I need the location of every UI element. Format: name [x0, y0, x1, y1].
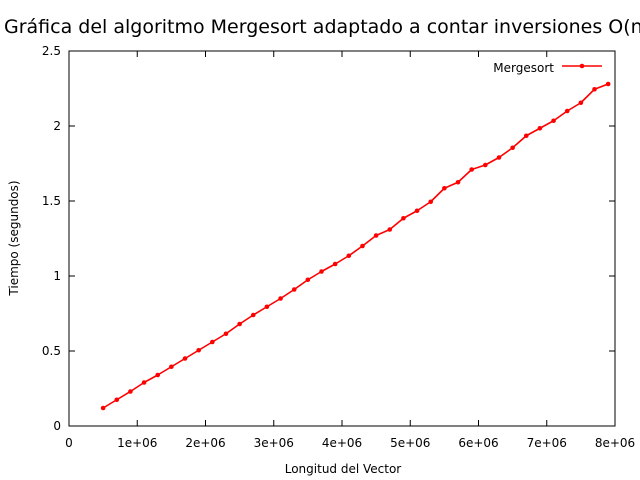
- x-tick-label: 2e+06: [185, 436, 225, 450]
- y-tick-label: 0: [53, 419, 61, 433]
- data-point: [401, 215, 406, 221]
- data-point: [196, 347, 201, 353]
- legend-label-mergesort: Mergesort: [493, 61, 554, 75]
- x-tick-label: 1e+06: [117, 436, 157, 450]
- data-point: [496, 155, 502, 160]
- series-layer: [100, 81, 611, 411]
- data-point: [537, 125, 543, 131]
- data-point: [360, 243, 365, 249]
- data-point: [332, 261, 338, 267]
- data-point: [319, 269, 324, 274]
- x-tick-label: 0: [65, 436, 73, 450]
- data-point: [564, 108, 570, 114]
- data-point: [578, 100, 584, 106]
- data-point: [510, 145, 515, 151]
- data-point: [414, 208, 420, 214]
- x-tick-label: 7e+06: [527, 436, 567, 450]
- data-point: [128, 389, 133, 394]
- data-point: [455, 179, 461, 185]
- x-tick-label: 5e+06: [390, 436, 430, 450]
- data-point: [141, 380, 147, 385]
- y-tick-label: 0.5: [42, 344, 61, 358]
- data-point: [373, 233, 379, 238]
- data-point: [291, 287, 297, 292]
- x-tick-label: 8e+06: [595, 436, 635, 450]
- legend: Mergesort: [493, 61, 602, 75]
- y-tick-label: 1.5: [42, 194, 61, 208]
- data-point: [237, 321, 242, 327]
- plot-border: [68, 50, 616, 427]
- y-tick-label: 2: [53, 119, 61, 133]
- legend-marker-mergesort: [579, 63, 585, 69]
- data-point: [346, 253, 352, 259]
- data-point: [551, 118, 556, 124]
- data-point: [264, 304, 270, 310]
- data-point: [605, 81, 611, 87]
- data-point: [100, 405, 106, 411]
- data-point: [483, 162, 488, 168]
- y-axis-label: Tiempo (segundos): [7, 180, 21, 296]
- data-point: [592, 86, 597, 92]
- x-ticks: 0 1e+06 2e+06 3e+06 4e+06 5e+06 6e+06 7e+06 8e+0…: [65, 51, 635, 450]
- data-point: [469, 167, 474, 172]
- data-point: [278, 296, 283, 301]
- x-axis-label: Longitud del Vector: [285, 462, 402, 476]
- data-point: [442, 185, 447, 191]
- data-point: [305, 277, 311, 283]
- data-point: [169, 364, 174, 370]
- axes: [68, 50, 616, 427]
- data-point: [210, 339, 215, 345]
- y-ticks: 0 0.5 1 1.5 2 2.5: [42, 44, 615, 433]
- data-point: [182, 356, 188, 361]
- chart-title: Gráfica del algoritmo Mergesort adaptado…: [4, 16, 640, 38]
- data-point: [223, 331, 229, 337]
- data-point: [387, 227, 393, 232]
- series-line-mergesort: [102, 83, 609, 409]
- x-tick-label: 4e+06: [322, 436, 362, 450]
- data-point: [155, 372, 161, 378]
- data-point: [250, 312, 256, 318]
- y-tick-label: 2.5: [42, 44, 61, 58]
- x-tick-label: 6e+06: [458, 436, 498, 450]
- x-tick-label: 3e+06: [254, 436, 294, 450]
- data-point: [523, 133, 529, 139]
- data-point: [114, 397, 120, 403]
- y-tick-label: 1: [53, 269, 61, 283]
- data-point: [428, 199, 434, 205]
